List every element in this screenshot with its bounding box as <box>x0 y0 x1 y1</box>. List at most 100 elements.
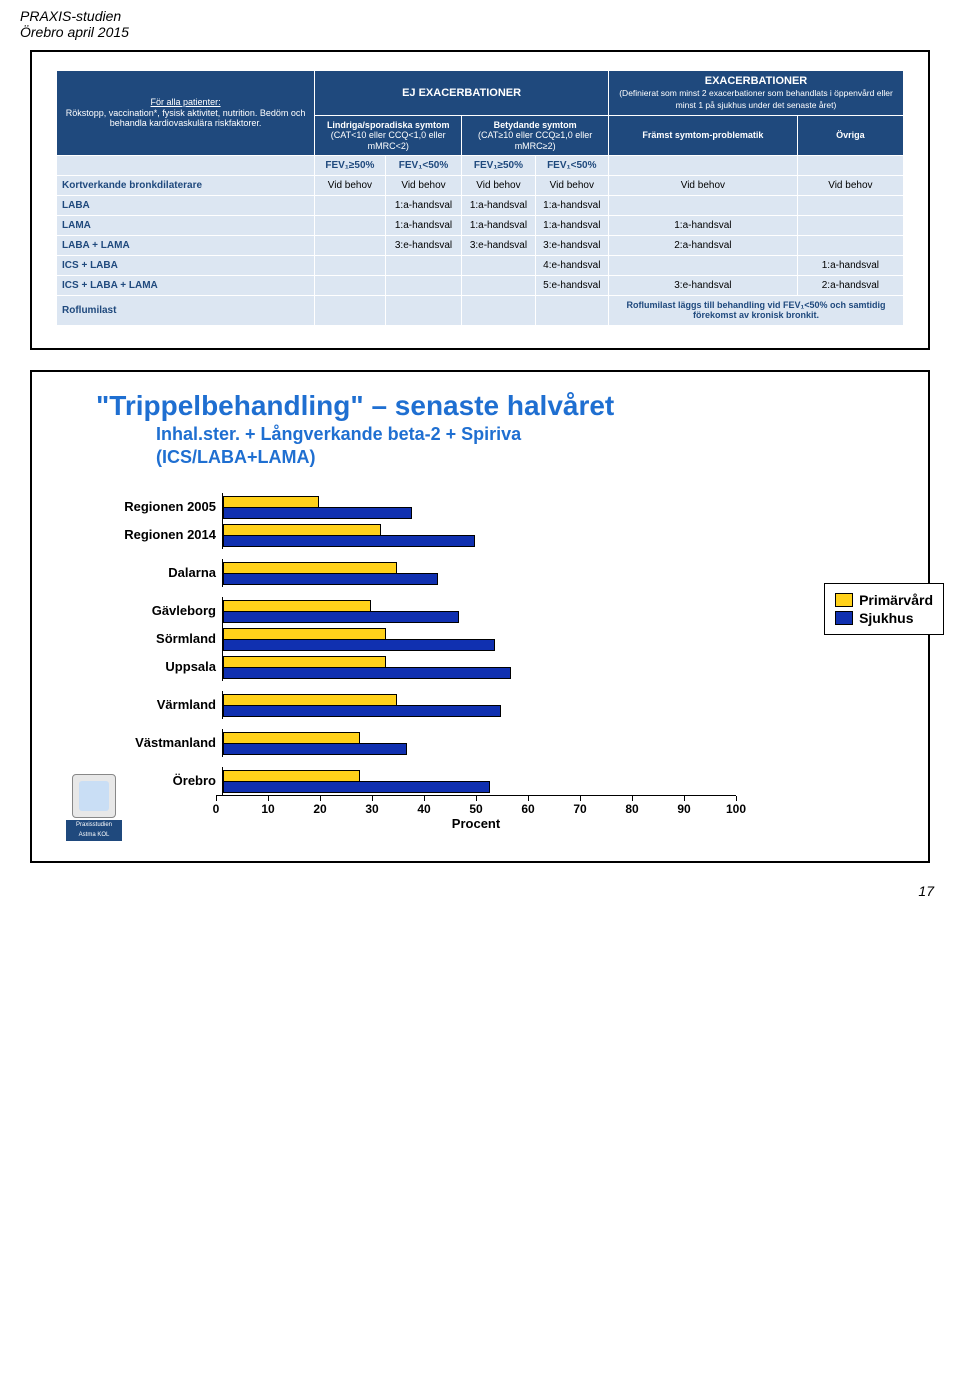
patients-box: För alla patienter: Rökstopp, vaccinatio… <box>57 71 315 156</box>
cell: 1:a-handsval <box>385 196 462 216</box>
axis-tick-label: 60 <box>521 802 534 816</box>
cell: 1:a-handsval <box>462 196 535 216</box>
legend-swatch-sjuk <box>835 611 853 625</box>
hdr-betydande: Betydande symtom (CAT≥10 eller CCQ≥1,0 e… <box>462 116 609 156</box>
cell: Vid behov <box>385 176 462 196</box>
bar-sjukhus <box>223 611 459 623</box>
hdr-exac: EXACERBATIONER (Definierat som minst 2 e… <box>609 71 904 116</box>
empty-cell <box>797 156 903 176</box>
row-icslaba: ICS + LABA <box>57 256 315 276</box>
hdr-exac-sub: (Definierat som minst 2 exacerbationer s… <box>619 88 893 110</box>
bar-sjukhus <box>223 667 511 679</box>
chart-area: Regionen 2005Regionen 2014DalarnaGävlebo… <box>86 493 904 831</box>
chart-category-row: Gävleborg <box>86 597 904 625</box>
legend: Primärvård Sjukhus <box>824 583 944 635</box>
row-icslabalama: ICS + LABA + LAMA <box>57 276 315 296</box>
axis-tick <box>684 796 685 801</box>
empty-cell <box>609 156 798 176</box>
cell: 5:e-handsval <box>535 276 608 296</box>
cell <box>385 276 462 296</box>
header-line2: Örebro april 2015 <box>20 24 940 40</box>
cell <box>315 236 386 256</box>
axis-tick <box>216 796 217 801</box>
cell: 1:a-handsval <box>609 216 798 236</box>
row-lama: LAMA <box>57 216 315 236</box>
row-laba: LABA <box>57 196 315 216</box>
bars-container <box>222 625 743 653</box>
axis-title: Procent <box>216 816 736 831</box>
legend-swatch-prim <box>835 593 853 607</box>
axis-tick <box>528 796 529 801</box>
chart-category-row: Dalarna <box>86 559 904 587</box>
cell <box>385 256 462 276</box>
cell: Vid behov <box>462 176 535 196</box>
hdr-exac-title: EXACERBATIONER <box>705 75 807 87</box>
legend-item-prim: Primärvård <box>835 592 933 608</box>
cell <box>797 216 903 236</box>
chart-category-row: Värmland <box>86 691 904 719</box>
axis-tick-label: 10 <box>261 802 274 816</box>
fev-ge50-1: FEV₁≥50% <box>315 156 386 176</box>
axis-tick-label: 90 <box>677 802 690 816</box>
chart-slide: "Trippelbehandling" – senaste halvåret I… <box>30 370 930 863</box>
study-header: PRAXIS-studien Örebro april 2015 <box>20 8 940 40</box>
hdr-framst: Främst symtom-problematik <box>609 116 798 156</box>
cell: Vid behov <box>797 176 903 196</box>
header-line1: PRAXIS-studien <box>20 8 940 24</box>
axis-tick <box>320 796 321 801</box>
bars-container <box>222 729 743 757</box>
cell <box>462 296 535 326</box>
chart-title: "Trippelbehandling" – senaste halvåret <box>96 390 904 422</box>
category-label: Uppsala <box>86 659 222 674</box>
row-kort: Kortverkande bronkdilaterare <box>57 176 315 196</box>
cell: 2:a-handsval <box>797 276 903 296</box>
chart-category-row: Uppsala <box>86 653 904 681</box>
axis-tick-label: 50 <box>469 802 482 816</box>
chart-category-row: Sörmland <box>86 625 904 653</box>
logo-icon <box>72 774 116 818</box>
cell <box>315 296 386 326</box>
hdr-ej-exac: EJ EXACERBATIONER <box>315 71 609 116</box>
bars-container <box>222 559 743 587</box>
axis-tick <box>736 796 737 801</box>
logo-line1: Praxisstudien <box>66 820 122 831</box>
chart-category-row: Västmanland <box>86 729 904 757</box>
category-label: Dalarna <box>86 565 222 580</box>
cell: 1:a-handsval <box>385 216 462 236</box>
hdr-betydande-sub: (CAT≥10 eller CCQ≥1,0 eller mMRC≥2) <box>478 130 592 150</box>
bars-container <box>222 597 743 625</box>
cell: 3:e-handsval <box>535 236 608 256</box>
bar-sjukhus <box>223 639 495 651</box>
axis-tick <box>268 796 269 801</box>
cell: 1:a-handsval <box>462 216 535 236</box>
legend-label-sjuk: Sjukhus <box>859 610 913 626</box>
axis-tick-label: 40 <box>417 802 430 816</box>
axis-tick <box>476 796 477 801</box>
legend-item-sjuk: Sjukhus <box>835 610 933 626</box>
axis-tick-label: 100 <box>726 802 746 816</box>
cell: Vid behov <box>315 176 386 196</box>
cell: 4:e-handsval <box>535 256 608 276</box>
fev-lt50-2: FEV₁<50% <box>535 156 608 176</box>
cell: 3:e-handsval <box>385 236 462 256</box>
bars-container <box>222 653 743 681</box>
row-rof: Roflumilast <box>57 296 315 326</box>
cell <box>385 296 462 326</box>
patients-text: Rökstopp, vaccination*, fysisk aktivitet… <box>66 108 306 129</box>
treatment-table: För alla patienter: Rökstopp, vaccinatio… <box>56 70 904 326</box>
cell: 1:a-handsval <box>797 256 903 276</box>
bar-sjukhus <box>223 535 475 547</box>
legend-label-prim: Primärvård <box>859 592 933 608</box>
chart-subtitle-1: Inhal.ster. + Långverkande beta-2 + Spir… <box>156 424 904 446</box>
chart-category-row: Regionen 2014 <box>86 521 904 549</box>
cell: 1:a-handsval <box>535 216 608 236</box>
cell <box>609 196 798 216</box>
axis-tick <box>424 796 425 801</box>
cell <box>462 256 535 276</box>
x-axis: 0102030405060708090100 <box>216 795 736 818</box>
treatment-table-slide: För alla patienter: Rökstopp, vaccinatio… <box>30 50 930 350</box>
cell <box>535 296 608 326</box>
cell <box>315 196 386 216</box>
category-label: Värmland <box>86 697 222 712</box>
logo-line2: Astma KOL <box>66 830 122 841</box>
